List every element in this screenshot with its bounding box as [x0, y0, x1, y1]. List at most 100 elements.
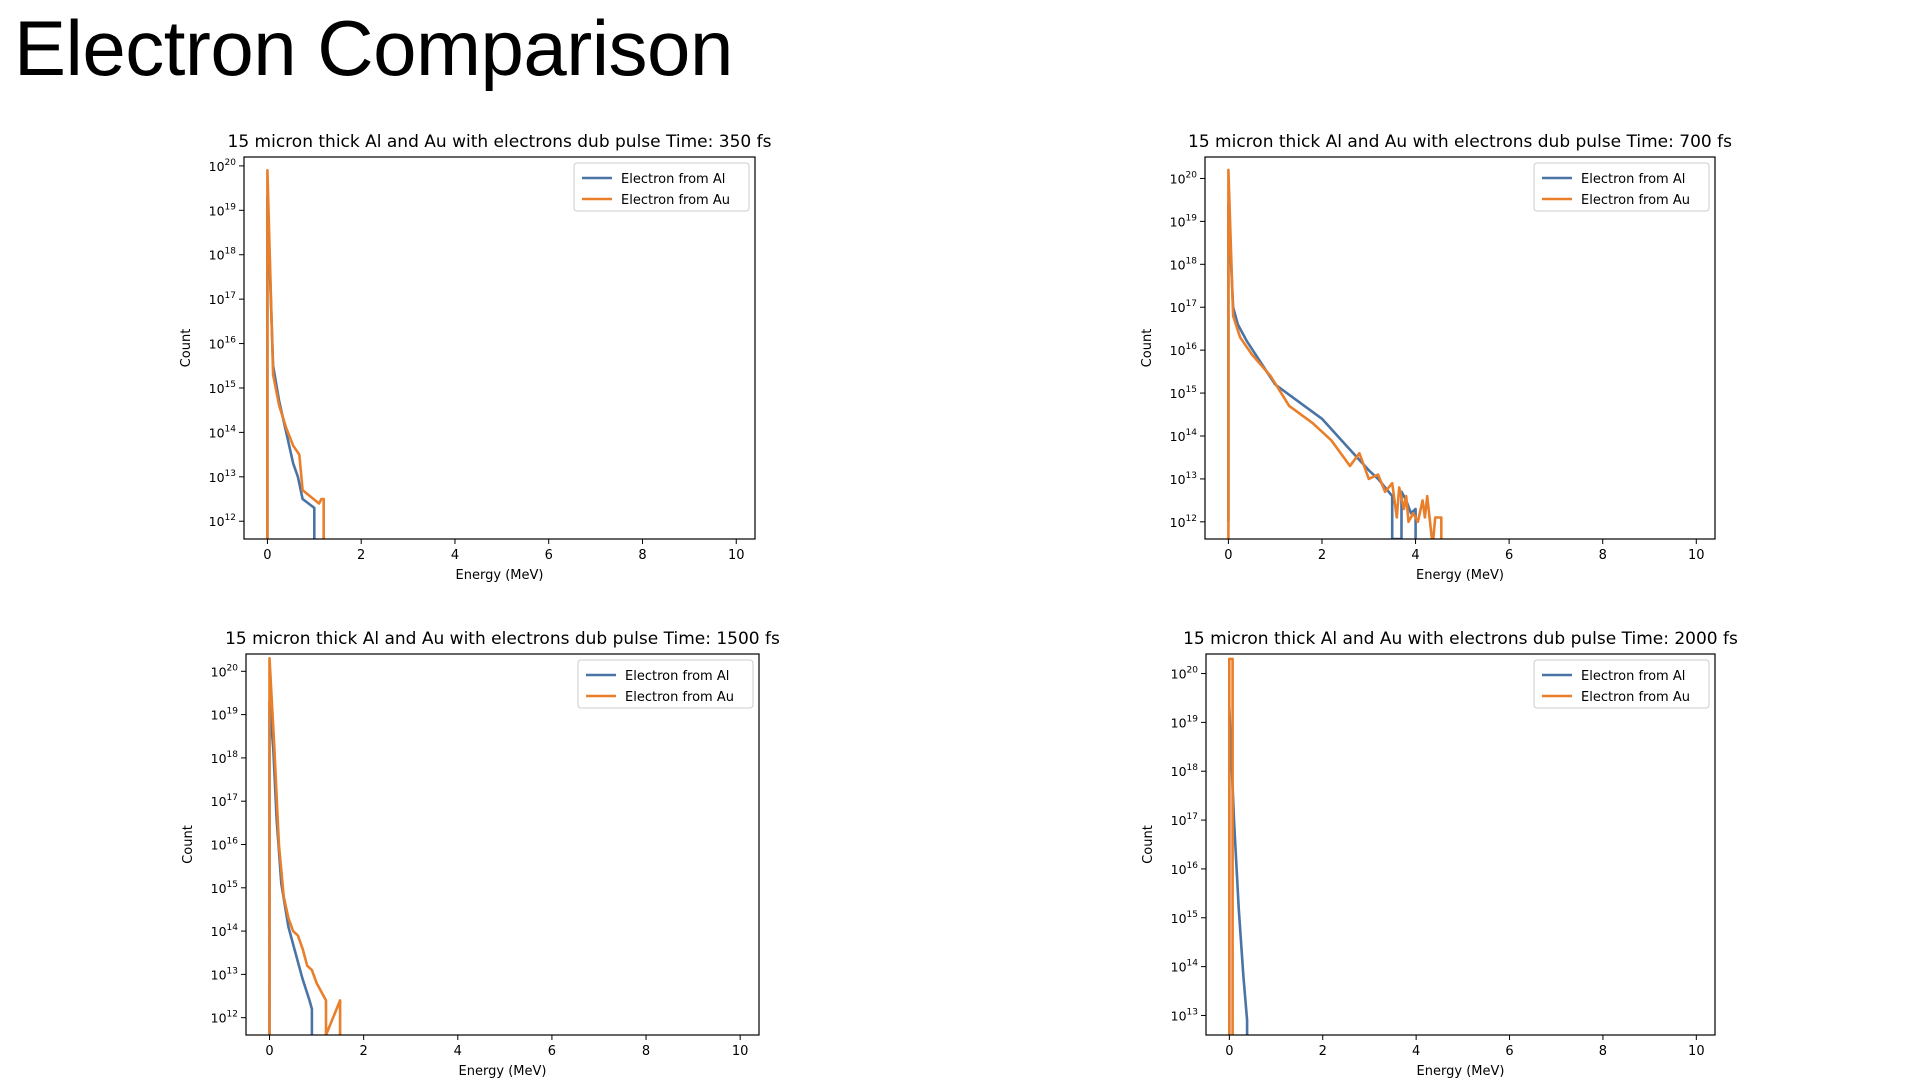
legend-label-au: Electron from Au: [1581, 193, 1690, 208]
y-tick-label: 1017: [1170, 299, 1197, 315]
y-tick-label: 1014: [209, 424, 237, 440]
y-tick-label: 1015: [211, 880, 238, 896]
x-tick-label: 2: [1319, 1044, 1327, 1059]
y-tick-label: 1016: [1171, 861, 1199, 877]
y-tick-label: 1017: [209, 291, 236, 307]
x-tick-label: 4: [454, 1044, 462, 1059]
x-tick-label: 6: [545, 548, 553, 563]
y-tick-label: 1019: [209, 202, 237, 218]
y-tick-label: 1013: [1170, 471, 1197, 487]
x-tick-label: 2: [357, 548, 365, 563]
x-tick-label: 10: [728, 548, 745, 563]
y-axis-label: Count: [1141, 825, 1156, 864]
y-tick-label: 1017: [1171, 812, 1198, 828]
series-line-au: [268, 656, 342, 1035]
series-line-al: [1227, 202, 1417, 539]
y-tick-label: 1019: [1171, 714, 1199, 730]
x-tick-label: 2: [1318, 548, 1326, 563]
y-axis-label: Count: [179, 329, 194, 368]
y-tick-label: 1013: [209, 469, 236, 485]
y-tick-label: 1012: [1170, 514, 1197, 530]
y-tick-label: 1018: [1170, 256, 1198, 272]
y-tick-label: 1015: [1171, 910, 1198, 926]
x-axis-label: Energy (MeV): [459, 1064, 547, 1079]
series-line-al: [268, 700, 314, 1035]
series-line-al: [266, 195, 316, 539]
y-tick-label: 1016: [211, 837, 239, 853]
y-tick-label: 1020: [1170, 170, 1198, 186]
x-tick-label: 0: [1224, 548, 1232, 563]
legend: [573, 162, 750, 212]
plot-frame: [243, 156, 756, 540]
x-axis-label: Energy (MeV): [456, 568, 544, 583]
y-tick-label: 1017: [211, 793, 238, 809]
y-axis-label: Count: [181, 825, 196, 864]
x-tick-label: 8: [1599, 1044, 1607, 1059]
chart-title: 15 micron thick Al and Au with electrons…: [225, 629, 780, 649]
y-tick-label: 1014: [1170, 428, 1198, 444]
y-tick-label: 1019: [1170, 213, 1198, 229]
slide-title: Electron Comparison: [14, 4, 733, 92]
legend: [1533, 659, 1710, 709]
legend-label-au: Electron from Au: [1581, 690, 1690, 705]
legend-label-au: Electron from Au: [621, 193, 730, 208]
x-tick-label: 6: [548, 1044, 556, 1059]
y-tick-label: 1020: [1171, 666, 1199, 682]
x-tick-label: 0: [1225, 1044, 1233, 1059]
y-tick-label: 1012: [211, 1010, 238, 1026]
legend-label-al: Electron from Al: [1581, 669, 1685, 684]
legend: [1533, 162, 1710, 212]
x-axis-label: Energy (MeV): [1416, 568, 1504, 583]
y-tick-label: 1016: [1170, 342, 1198, 358]
x-tick-label: 8: [638, 548, 646, 563]
x-tick-label: 10: [732, 1044, 749, 1059]
chart-title: 15 micron thick Al and Au with electrons…: [1183, 629, 1738, 649]
y-tick-label: 1020: [211, 663, 239, 679]
legend: [577, 659, 754, 709]
x-tick-label: 6: [1505, 548, 1513, 563]
plot-frame: [1204, 156, 1716, 540]
y-tick-label: 1013: [211, 966, 238, 982]
y-tick-label: 1018: [211, 750, 239, 766]
y-tick-label: 1015: [209, 380, 236, 396]
plot-frame: [1205, 653, 1716, 1036]
y-tick-label: 1016: [209, 336, 237, 352]
x-tick-label: 6: [1505, 1044, 1513, 1059]
x-tick-label: 8: [1599, 548, 1607, 563]
x-tick-label: 4: [1412, 1044, 1420, 1059]
x-axis-label: Energy (MeV): [1417, 1064, 1505, 1079]
legend-label-al: Electron from Al: [621, 172, 725, 187]
chart-title: 15 micron thick Al and Au with electrons…: [228, 132, 772, 152]
y-tick-label: 1018: [1171, 763, 1199, 779]
x-tick-label: 0: [263, 548, 271, 563]
y-tick-label: 1015: [1170, 385, 1197, 401]
x-tick-label: 8: [642, 1044, 650, 1059]
y-tick-label: 1019: [211, 707, 239, 723]
y-tick-label: 1018: [209, 247, 237, 263]
x-tick-label: 2: [360, 1044, 368, 1059]
x-tick-label: 10: [1688, 1044, 1705, 1059]
y-axis-label: Count: [1140, 329, 1155, 368]
legend-label-al: Electron from Al: [625, 669, 729, 684]
y-tick-label: 1020: [209, 158, 237, 174]
y-tick-label: 1014: [211, 923, 239, 939]
y-tick-label: 1012: [209, 513, 236, 529]
series-line-au: [266, 169, 326, 539]
x-tick-label: 4: [1411, 548, 1419, 563]
chart-title: 15 micron thick Al and Au with electrons…: [1188, 132, 1732, 152]
legend-label-al: Electron from Al: [1581, 172, 1685, 187]
series-line-au: [1227, 168, 1443, 539]
x-tick-label: 4: [451, 548, 459, 563]
x-tick-label: 0: [265, 1044, 273, 1059]
series-line-au: [1228, 657, 1234, 1035]
x-tick-label: 10: [1688, 548, 1705, 563]
plot-frame: [245, 653, 760, 1036]
y-tick-label: 1014: [1171, 959, 1199, 975]
legend-label-au: Electron from Au: [625, 690, 734, 705]
series-line-al: [1228, 706, 1249, 1035]
y-tick-label: 1013: [1171, 1007, 1198, 1023]
